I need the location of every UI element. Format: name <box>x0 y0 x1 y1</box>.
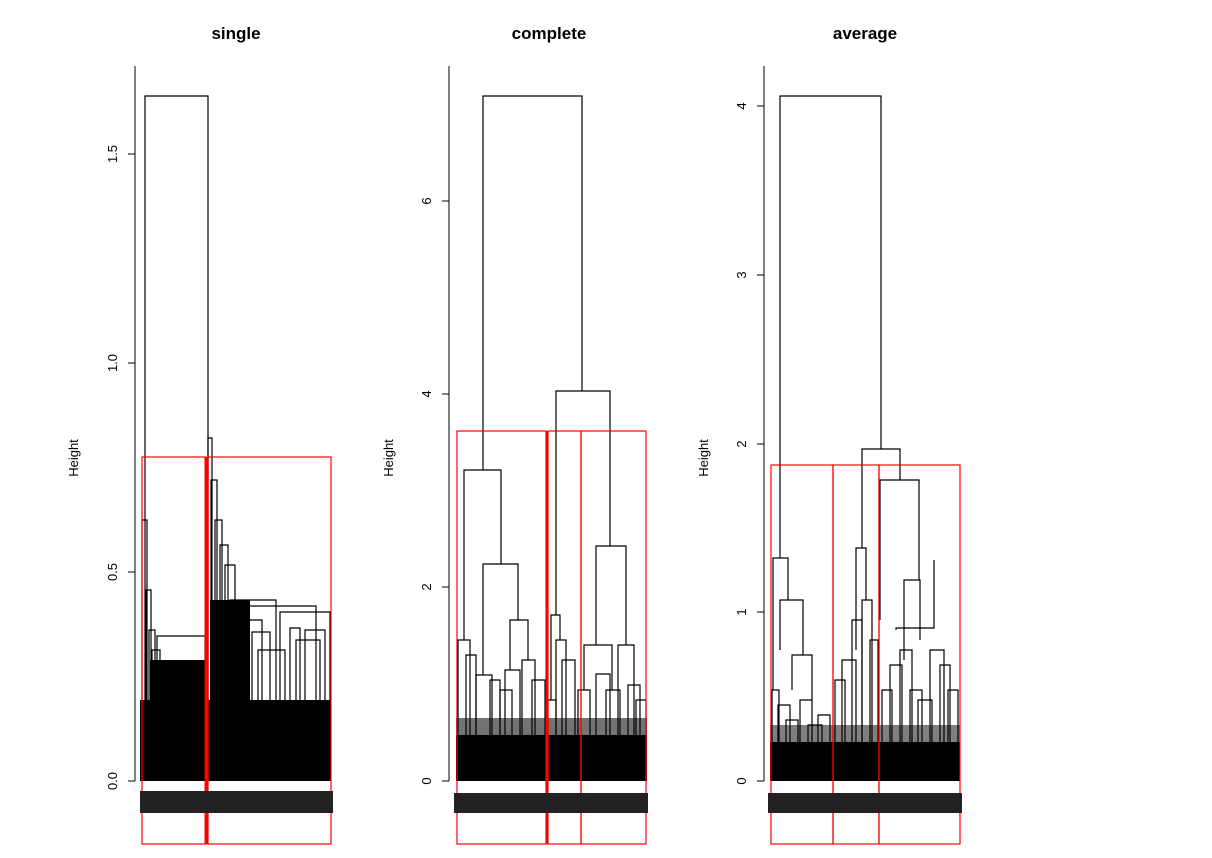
dense-leaves-average <box>770 742 960 781</box>
y-tick-label: 0.0 <box>105 772 120 790</box>
dense-leaves-single-upper-right <box>210 600 250 700</box>
y-tick-label: 4 <box>419 390 434 397</box>
y-axis-label-single: Height <box>66 439 81 477</box>
leaf-labels-complete <box>454 793 648 813</box>
y-tick-label: 6 <box>419 197 434 204</box>
y-ticks-single: 0.0 0.5 1.0 1.5 <box>105 145 135 790</box>
dense-leaves-single-upper-left <box>150 660 205 700</box>
panel-complete: complete Height 0 2 4 6 <box>381 24 648 845</box>
panel-average: average Height 0 1 2 3 4 <box>696 24 962 845</box>
y-tick-label: 3 <box>734 271 749 278</box>
y-tick-label: 1 <box>734 608 749 615</box>
cluster-boxes-single <box>141 456 332 845</box>
leaf-labels-single <box>140 791 333 813</box>
chart-title-single: single <box>211 24 260 43</box>
dendrogram-tree-average <box>771 95 959 781</box>
cluster-boxes-average <box>770 464 961 845</box>
y-tick-label: 2 <box>419 583 434 590</box>
y-axis-label-average: Height <box>696 439 711 477</box>
y-tick-label: 4 <box>734 102 749 109</box>
y-tick-label: 0.5 <box>105 563 120 581</box>
dense-leaves-complete-mid <box>456 718 647 735</box>
dense-leaves-average-mid <box>770 725 960 742</box>
y-tick-label: 1.0 <box>105 354 120 372</box>
y-ticks-complete: 0 2 4 6 <box>419 197 449 785</box>
y-tick-label: 2 <box>734 440 749 447</box>
leaf-labels-average <box>768 793 962 813</box>
dense-leaves-complete <box>456 735 647 781</box>
y-axis-label-complete: Height <box>381 439 396 477</box>
dense-leaves-single <box>140 700 331 781</box>
cluster-boxes-complete <box>456 430 647 845</box>
chart-title-complete: complete <box>512 24 587 43</box>
y-ticks-average: 0 1 2 3 4 <box>734 102 764 785</box>
panel-single: single Height 0.0 0.5 1.0 1.5 <box>66 24 333 845</box>
y-tick-label: 1.5 <box>105 145 120 163</box>
y-tick-label: 0 <box>734 777 749 784</box>
dendrogram-tree-complete <box>457 95 647 781</box>
chart-title-average: average <box>833 24 897 43</box>
y-tick-label: 0 <box>419 777 434 784</box>
